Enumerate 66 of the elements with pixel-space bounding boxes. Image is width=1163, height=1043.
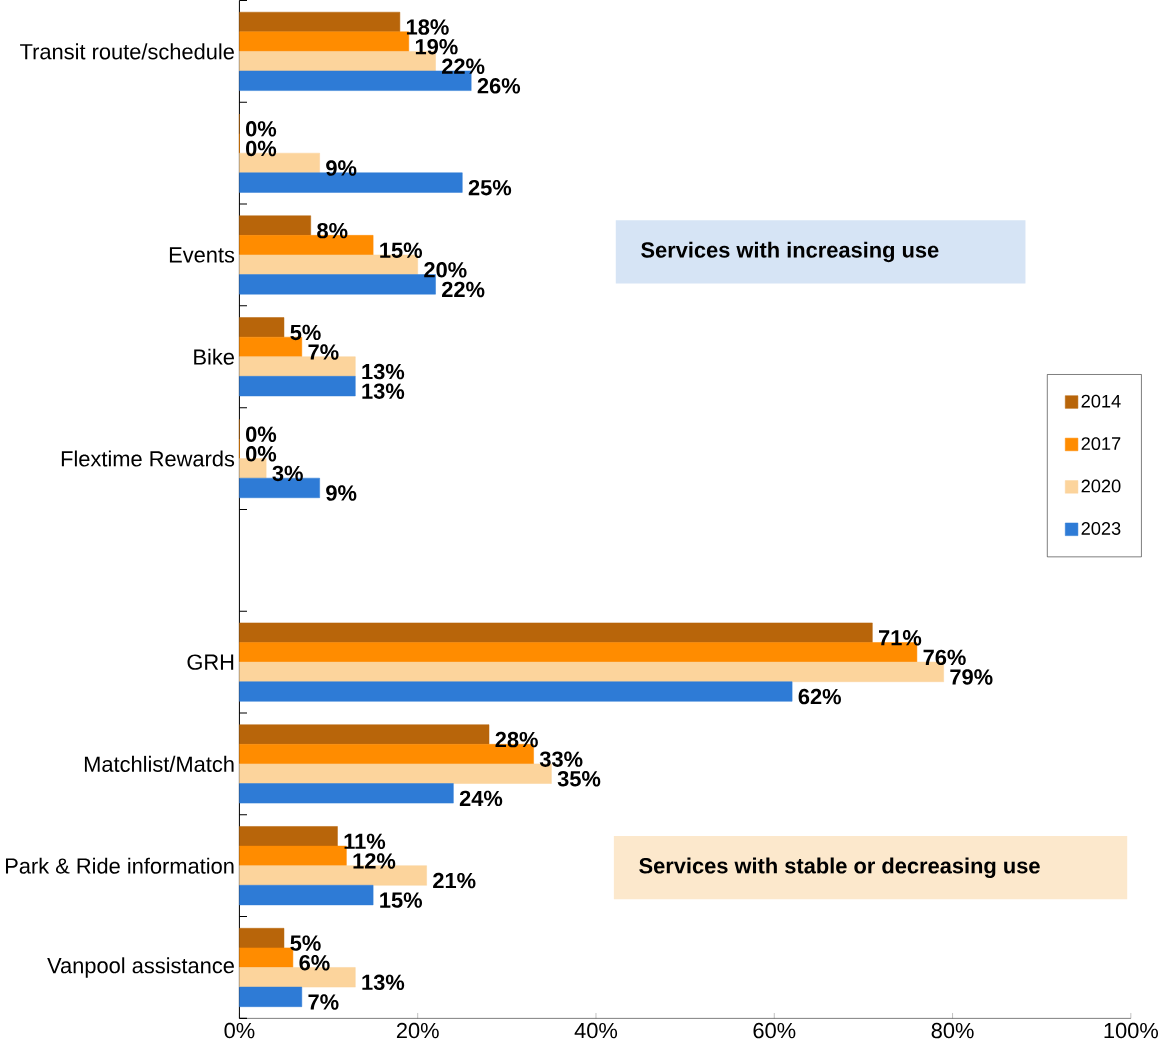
- data-label: 0%: [246, 140, 277, 157]
- legend-label: 2023: [1081, 522, 1121, 536]
- y-tick-label: Events: [169, 247, 235, 263]
- y-tick-label: Flextime Rewards: [61, 450, 235, 467]
- legend-label: 2014: [1081, 394, 1121, 408]
- bar: [239, 724, 490, 745]
- data-label: 26%: [477, 78, 521, 94]
- legend-label: 2020: [1081, 479, 1121, 493]
- x-tick-label: 80%: [931, 1023, 974, 1039]
- data-label: 33%: [539, 751, 583, 768]
- legend-label: 2017: [1081, 437, 1121, 451]
- data-label: 7%: [308, 994, 339, 1010]
- data-label: 5%: [290, 935, 321, 952]
- bar: [239, 12, 401, 33]
- data-label: 15%: [380, 242, 423, 259]
- data-label: 6%: [299, 955, 330, 971]
- x-tick-label: 60%: [753, 1023, 796, 1039]
- y-tick-label: GRH: [187, 654, 234, 671]
- data-label: 11%: [344, 833, 386, 850]
- data-label: 19%: [415, 39, 458, 55]
- bar: [239, 317, 285, 338]
- bar: [239, 215, 311, 236]
- data-label: 22%: [442, 281, 485, 298]
- x-tick-label: 0%: [224, 1023, 255, 1039]
- data-label: 25%: [468, 180, 512, 196]
- data-label: 9%: [326, 485, 357, 501]
- data-label: 21%: [433, 873, 476, 889]
- data-label: 24%: [459, 790, 503, 807]
- x-tick-label: 100%: [1104, 1023, 1159, 1039]
- bar: [239, 783, 454, 804]
- data-label: 62%: [798, 689, 841, 705]
- bar: [239, 376, 356, 397]
- annotation: Services with increasing use: [641, 241, 939, 263]
- y-tick-label: Park & Ride information: [5, 857, 234, 874]
- data-label: 20%: [424, 262, 467, 278]
- data-label: 28%: [495, 732, 538, 748]
- y-tick-label: Transit route/schedule: [20, 43, 234, 60]
- data-label: 79%: [950, 669, 993, 685]
- data-label: 0%: [246, 446, 277, 462]
- data-label: 18%: [406, 19, 449, 36]
- data-label: 7%: [308, 344, 339, 360]
- x-tick-label: 20%: [396, 1023, 439, 1039]
- y-tick-label: Bike: [194, 348, 234, 366]
- annotation: Services with stable or decreasing use: [639, 857, 1040, 879]
- data-label: 13%: [362, 974, 405, 991]
- data-label: 22%: [442, 58, 485, 75]
- data-label: 9%: [326, 160, 357, 177]
- bar: [239, 885, 374, 906]
- y-tick-label: Vanpool assistance: [47, 957, 234, 978]
- bar: [239, 826, 338, 847]
- data-label: 15%: [380, 892, 423, 909]
- data-label: 13%: [362, 364, 405, 380]
- bar: [239, 681, 793, 702]
- data-label: 5%: [290, 324, 321, 341]
- data-label: 35%: [557, 771, 601, 787]
- data-label: 3%: [272, 465, 303, 482]
- data-label: 0%: [246, 121, 277, 137]
- bar: [239, 987, 303, 1008]
- bar: [239, 622, 873, 644]
- x-tick-label: 40%: [574, 1023, 618, 1039]
- data-label: 76%: [923, 649, 966, 666]
- data-label: 13%: [362, 383, 405, 400]
- data-label: 12%: [353, 853, 396, 869]
- bar: [239, 928, 285, 949]
- data-label: 0%: [246, 426, 277, 443]
- y-tick-label: Matchlist/Match: [84, 756, 234, 773]
